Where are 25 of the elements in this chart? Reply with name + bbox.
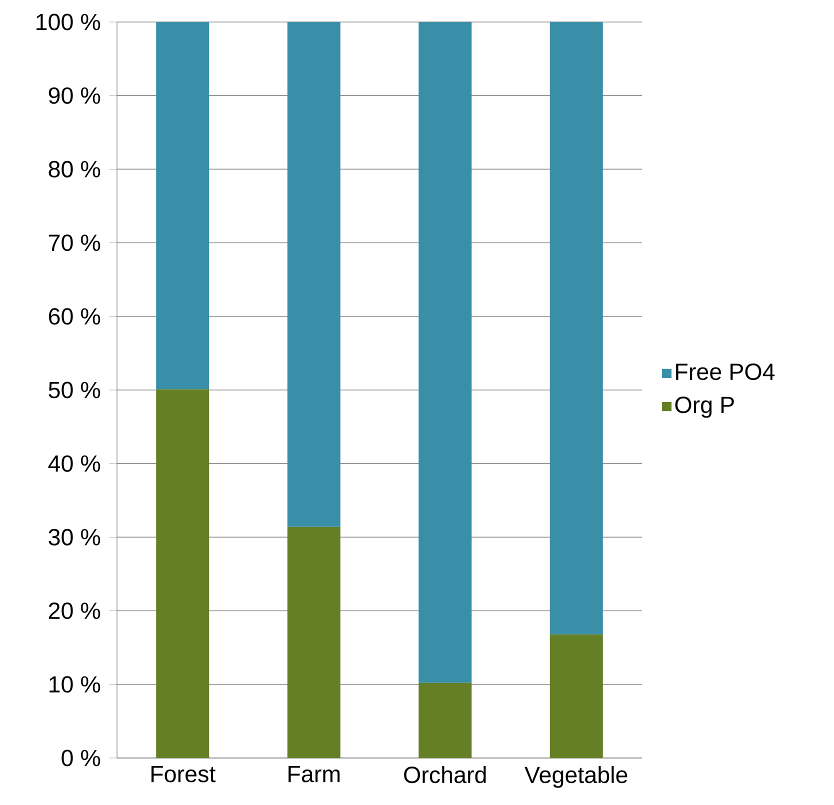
legend-label: Free PO4 [676, 364, 775, 380]
y-tick-label: 40 % [48, 455, 100, 472]
bar [418, 682, 472, 758]
y-tick-label: 100 % [36, 14, 100, 30]
y-tick-label: 70 % [48, 234, 100, 252]
y-tick-label: 20 % [48, 602, 100, 620]
bar [287, 22, 340, 527]
y-tick-label: 10 % [50, 676, 100, 693]
y-tick-label: 0 % [62, 750, 100, 766]
bar [156, 22, 210, 390]
y-tick-label: 30 % [48, 528, 100, 546]
bar [418, 22, 472, 683]
y-tick-label: 60 % [48, 308, 100, 325]
x-tick-label: Vegetable [524, 766, 628, 788]
x-tick-label: Forest [151, 766, 216, 782]
y-tick-label: 90 % [48, 87, 100, 104]
y-tick-label: 80 % [48, 160, 100, 178]
bar [287, 526, 340, 758]
x-tick-label: Orchard [404, 766, 486, 784]
bar [550, 22, 603, 634]
y-tick-label: 50 % [48, 382, 100, 398]
x-tick-label: Farm [288, 766, 340, 782]
legend-label: Org P [675, 396, 734, 418]
bar [550, 634, 603, 758]
bar [156, 389, 210, 758]
